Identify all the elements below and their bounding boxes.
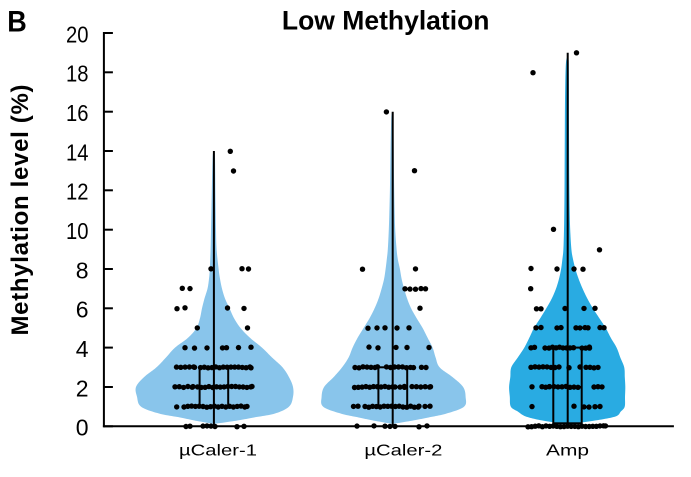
svg-text:Amp: Amp — [546, 443, 589, 460]
svg-text:B: B — [7, 5, 27, 38]
svg-text:µCaler-1: µCaler-1 — [179, 443, 257, 460]
svg-text:0: 0 — [76, 415, 89, 441]
svg-text:µCaler-2: µCaler-2 — [364, 443, 442, 460]
svg-text:18: 18 — [66, 61, 89, 87]
svg-text:2: 2 — [76, 375, 89, 401]
svg-text:16: 16 — [66, 100, 89, 126]
svg-text:12: 12 — [66, 179, 89, 205]
svg-text:Methylation level (%): Methylation level (%) — [7, 85, 34, 336]
svg-text:10: 10 — [66, 218, 89, 244]
svg-text:Low Methylation: Low Methylation — [282, 5, 490, 35]
svg-text:14: 14 — [66, 139, 89, 165]
svg-text:20: 20 — [66, 21, 89, 47]
svg-text:6: 6 — [76, 297, 89, 323]
svg-text:4: 4 — [76, 336, 89, 362]
svg-text:8: 8 — [76, 257, 89, 283]
